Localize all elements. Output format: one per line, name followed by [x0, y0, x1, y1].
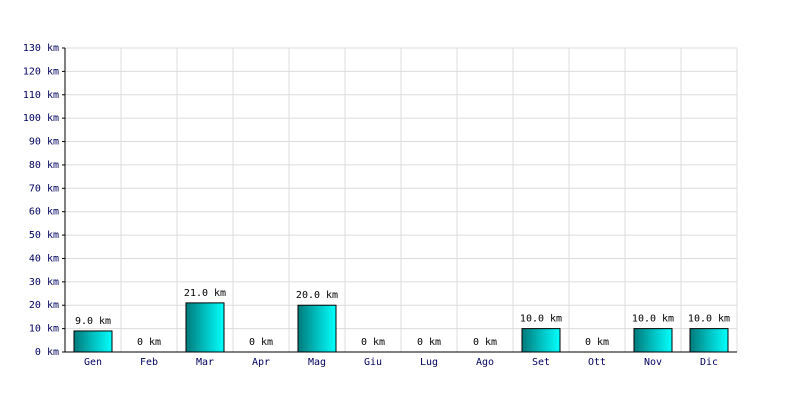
value-label: 10.0 km	[520, 314, 562, 325]
value-label: 0 km	[585, 337, 609, 348]
value-label: 10.0 km	[632, 314, 674, 325]
x-tick-label: Apr	[252, 357, 270, 368]
x-tick-label: Mag	[308, 357, 326, 368]
x-tick-label: Set	[532, 357, 550, 368]
x-tick-label: Lug	[420, 357, 438, 368]
x-tick-label: Ott	[588, 357, 606, 368]
value-label: 0 km	[361, 337, 385, 348]
y-tick-label: 70 km	[29, 183, 59, 194]
y-tick-label: 30 km	[29, 277, 59, 288]
value-label: 21.0 km	[184, 288, 226, 299]
y-tick-label: 40 km	[29, 253, 59, 264]
value-label: 0 km	[249, 337, 273, 348]
x-tick-label: Feb	[140, 357, 158, 368]
y-tick-label: 60 km	[29, 207, 59, 218]
x-tick-label: Ago	[476, 357, 494, 368]
y-tick-label: 100 km	[23, 113, 59, 124]
value-label: 10.0 km	[688, 314, 730, 325]
x-tick-label: Gen	[84, 357, 102, 368]
bar	[633, 328, 673, 353]
y-tick-label: 120 km	[23, 66, 59, 77]
value-label: 0 km	[417, 337, 441, 348]
bar	[185, 302, 225, 353]
value-label: 20.0 km	[296, 290, 338, 301]
x-tick-label: Nov	[644, 357, 662, 368]
y-tick-label: 110 km	[23, 90, 59, 101]
bar	[73, 330, 113, 353]
y-tick-label: 90 km	[29, 137, 59, 148]
x-tick-label: Mar	[196, 357, 214, 368]
y-tick-label: 10 km	[29, 324, 59, 335]
y-tick-label: 20 km	[29, 300, 59, 311]
value-label: 0 km	[473, 337, 497, 348]
bar	[297, 304, 337, 353]
y-tick-label: 50 km	[29, 230, 59, 241]
y-tick-label: 0 km	[35, 347, 59, 358]
value-label: 9.0 km	[75, 316, 111, 327]
y-tick-label: 80 km	[29, 160, 59, 171]
bar	[521, 328, 561, 353]
y-tick-label: 130 km	[23, 43, 59, 54]
value-label: 0 km	[137, 337, 161, 348]
bar	[689, 328, 729, 353]
x-tick-label: Dic	[700, 357, 718, 368]
x-tick-label: Giu	[364, 357, 382, 368]
